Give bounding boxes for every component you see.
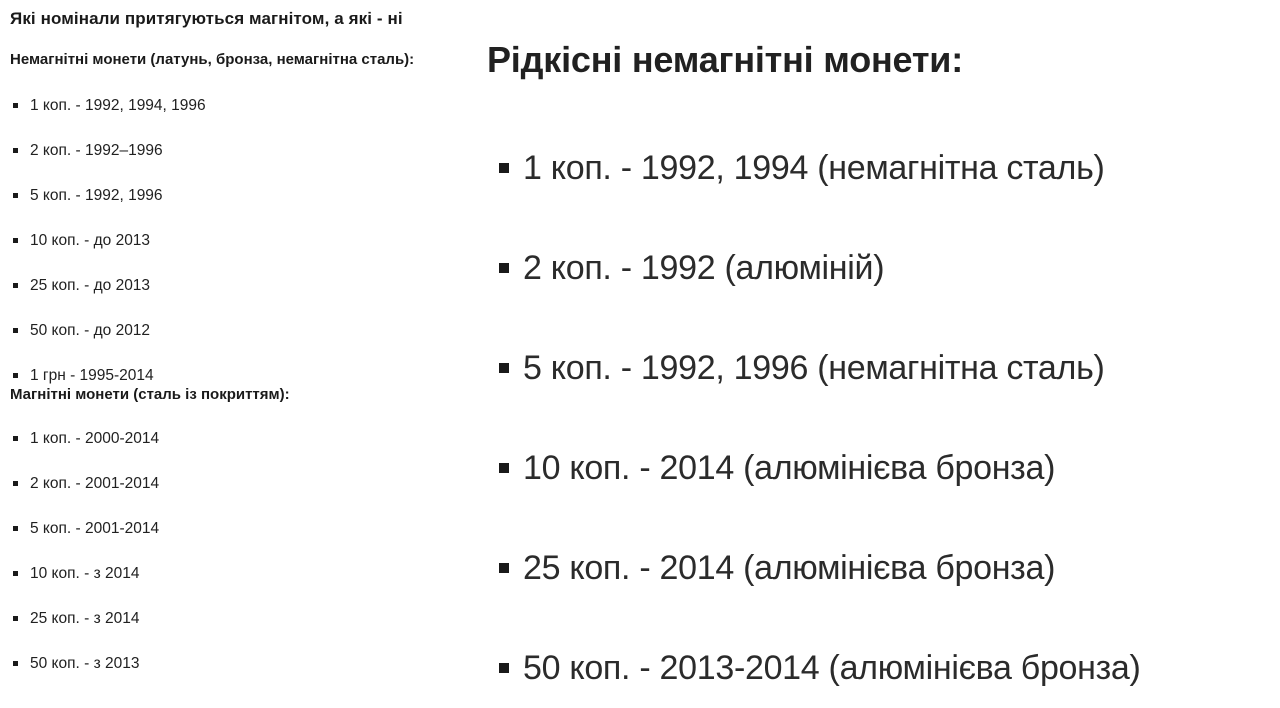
- bullet-square-icon: [13, 526, 18, 531]
- section-heading-magnetic: Магнітні монети (сталь із покриттям):: [10, 386, 290, 403]
- bullet-square-icon: [13, 148, 18, 153]
- list-item-text: 1 коп. - 2000-2014: [30, 430, 160, 447]
- list-item: 50 коп. - 2013-2014 (алюмінієва бронза): [487, 646, 1280, 690]
- list-item: 10 коп. - з 2014: [10, 565, 476, 583]
- list-item: 5 коп. - 1992, 1996 (немагнітна сталь): [487, 346, 1280, 390]
- list-item: 25 коп. - до 2013: [10, 277, 476, 295]
- bullet-square-icon: [499, 663, 509, 673]
- bullet-square-icon: [499, 163, 509, 173]
- right-column: Рідкісні немагнітні монети: 1 коп. - 199…: [487, 0, 1280, 690]
- list-item: 25 коп. - з 2014: [10, 610, 476, 628]
- nonmagnetic-coins-list: 1 коп. - 1992, 1994, 1996 2 коп. - 1992–…: [10, 97, 476, 385]
- list-item-text: 5 коп. - 1992, 1996 (немагнітна сталь): [523, 349, 1105, 387]
- list-item: 10 коп. - до 2013: [10, 232, 476, 250]
- bullet-square-icon: [13, 661, 18, 666]
- bullet-square-icon: [499, 563, 509, 573]
- list-item: 2 коп. - 1992 (алюміній): [487, 246, 1280, 290]
- section-heading-nonmagnetic: Немагнітні монети (латунь, бронза, немаг…: [10, 51, 415, 68]
- list-item-text: 10 коп. - 2014 (алюмінієва бронза): [523, 449, 1056, 487]
- list-item-text: 25 коп. - 2014 (алюмінієва бронза): [523, 549, 1056, 587]
- list-item-text: 50 коп. - 2013-2014 (алюмінієва бронза): [523, 649, 1141, 687]
- list-item-text: 5 коп. - 2001-2014: [30, 520, 160, 537]
- bullet-square-icon: [13, 193, 18, 198]
- bullet-square-icon: [499, 463, 509, 473]
- bullet-square-icon: [13, 436, 18, 441]
- bullet-square-icon: [13, 283, 18, 288]
- list-item-text: 2 коп. - 2001-2014: [30, 475, 160, 492]
- left-column: Які номінали притягуються магнітом, а як…: [10, 0, 476, 673]
- list-item: 1 коп. - 2000-2014: [10, 430, 476, 448]
- list-item-text: 50 коп. - з 2013: [30, 655, 140, 672]
- bullet-square-icon: [499, 263, 509, 273]
- list-item: 2 коп. - 2001-2014: [10, 475, 476, 493]
- bullet-square-icon: [13, 571, 18, 576]
- list-item: 10 коп. - 2014 (алюмінієва бронза): [487, 446, 1280, 490]
- page-title: Які номінали притягуються магнітом, а як…: [10, 9, 403, 28]
- rare-coins-heading: Рідкісні немагнітні монети:: [487, 39, 964, 80]
- list-item-text: 1 грн - 1995-2014: [30, 367, 154, 384]
- list-item: 1 грн - 1995-2014: [10, 367, 476, 385]
- list-item-text: 10 коп. - до 2013: [30, 232, 151, 249]
- list-item: 1 коп. - 1992, 1994, 1996: [10, 97, 476, 115]
- bullet-square-icon: [13, 103, 18, 108]
- rare-coins-list: 1 коп. - 1992, 1994 (немагнітна сталь) 2…: [487, 146, 1280, 690]
- bullet-square-icon: [13, 238, 18, 243]
- bullet-square-icon: [499, 363, 509, 373]
- list-item-text: 25 коп. - з 2014: [30, 610, 140, 627]
- bullet-square-icon: [13, 481, 18, 486]
- list-item-text: 5 коп. - 1992, 1996: [30, 187, 163, 204]
- list-item: 25 коп. - 2014 (алюмінієва бронза): [487, 546, 1280, 590]
- bullet-square-icon: [13, 373, 18, 378]
- magnetic-coins-list: 1 коп. - 2000-2014 2 коп. - 2001-2014 5 …: [10, 430, 476, 673]
- bullet-square-icon: [13, 328, 18, 333]
- list-item-text: 50 коп. - до 2012: [30, 322, 151, 339]
- list-item-text: 1 коп. - 1992, 1994 (немагнітна сталь): [523, 149, 1105, 187]
- list-item: 50 коп. - до 2012: [10, 322, 476, 340]
- list-item: 1 коп. - 1992, 1994 (немагнітна сталь): [487, 146, 1280, 190]
- list-item: 5 коп. - 2001-2014: [10, 520, 476, 538]
- list-item-text: 1 коп. - 1992, 1994, 1996: [30, 97, 206, 114]
- list-item-text: 25 коп. - до 2013: [30, 277, 151, 294]
- list-item-text: 10 коп. - з 2014: [30, 565, 140, 582]
- list-item-text: 2 коп. - 1992 (алюміній): [523, 249, 885, 287]
- list-item: 50 коп. - з 2013: [10, 655, 476, 673]
- list-item-text: 2 коп. - 1992–1996: [30, 142, 163, 159]
- list-item: 5 коп. - 1992, 1996: [10, 187, 476, 205]
- list-item: 2 коп. - 1992–1996: [10, 142, 476, 160]
- bullet-square-icon: [13, 616, 18, 621]
